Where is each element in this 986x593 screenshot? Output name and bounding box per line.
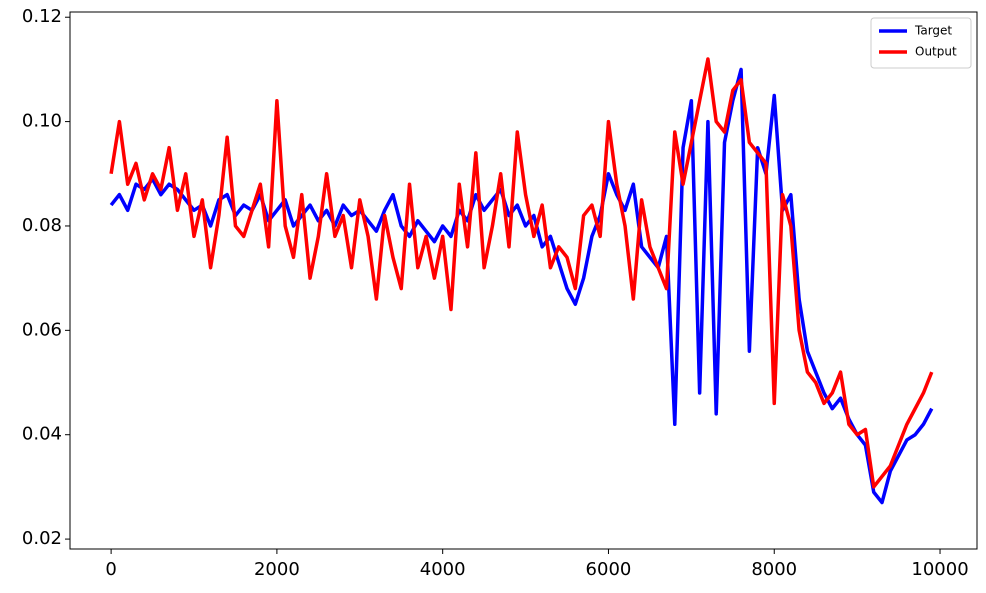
y-tick-label: 0.10 xyxy=(22,111,62,132)
y-tick-label: 0.04 xyxy=(22,424,62,445)
series-line xyxy=(109,57,934,489)
y-tick-label: 0.12 xyxy=(22,6,62,27)
y-tick-label: 0.02 xyxy=(22,528,62,549)
legend-label: Output xyxy=(915,45,957,59)
y-tick-label: 0.06 xyxy=(22,319,62,340)
x-tick-label: 0 xyxy=(105,559,116,580)
plot-frame xyxy=(69,11,978,550)
x-tick-label: 2000 xyxy=(254,559,300,580)
x-tick-label: 6000 xyxy=(586,559,632,580)
x-tick-label: 4000 xyxy=(420,559,466,580)
x-tick-label: 8000 xyxy=(751,559,797,580)
y-tick-label: 0.08 xyxy=(22,215,62,236)
legend-label: Target xyxy=(914,24,952,38)
series-line xyxy=(109,67,934,505)
x-tick-label: 10000 xyxy=(911,559,968,580)
